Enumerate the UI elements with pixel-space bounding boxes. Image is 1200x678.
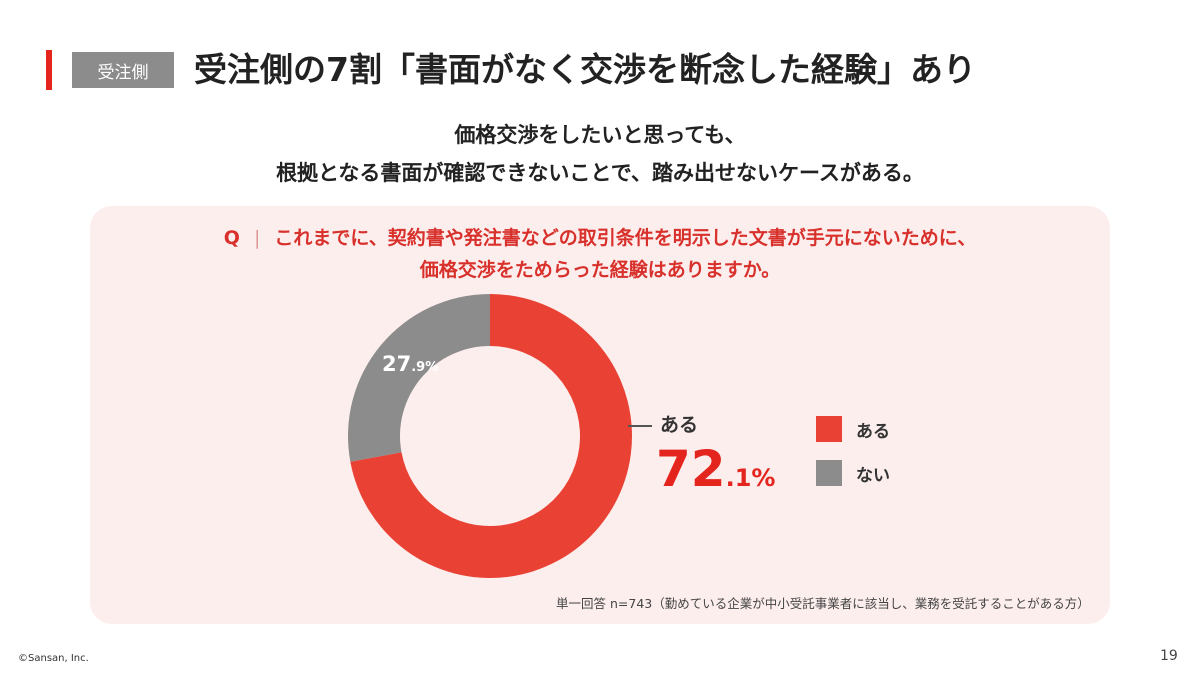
- side-tag: 受注側: [72, 52, 174, 88]
- subtitle-line-2: 根拠となる書面が確認できないことで、踏み出せないケースがある。: [276, 161, 924, 185]
- question-text-1: これまでに、契約書や発注書などの取引条件を明示した文書が手元にないために、: [274, 227, 977, 249]
- legend-label-yes: ある: [856, 421, 890, 442]
- page-title: 受注側の7割「書面がなく交渉を断念した経験」あり: [194, 50, 976, 89]
- callout-category: ある: [660, 414, 699, 436]
- question-line-1: Q | これまでに、契約書や発注書などの取引条件を明示した文書が手元にないために、: [0, 222, 1200, 254]
- legend-item-no: ない: [816, 458, 890, 488]
- legend-swatch-no: [816, 460, 842, 486]
- donut-slice-no: [348, 294, 490, 462]
- copyright: ©Sansan, Inc.: [18, 653, 89, 664]
- main-pct-decimal: .1%: [725, 464, 776, 492]
- legend-label-no: ない: [856, 465, 890, 486]
- sample-note: 単一回答 n=743（勤めている企業が中小受託事業者に該当し、業務を受託すること…: [556, 596, 1090, 611]
- minor-pct-decimal: .9%: [411, 360, 439, 375]
- callout-value: 72.1%: [656, 440, 775, 498]
- chart-legend: ある ない: [816, 414, 890, 502]
- survey-question: Q | これまでに、契約書や発注書などの取引条件を明示した文書が手元にないために、 …: [0, 222, 1200, 286]
- donut-chart: [348, 294, 632, 578]
- subtitle: 価格交渉をしたいと思っても、 根拠となる書面が確認できないことで、踏み出せないケ…: [0, 116, 1200, 192]
- donut-slice-yes: [350, 294, 632, 578]
- subtitle-line-1: 価格交渉をしたいと思っても、: [454, 123, 746, 147]
- legend-item-yes: ある: [816, 414, 890, 444]
- question-separator: |: [253, 227, 261, 249]
- minor-pct-integer: 27: [382, 352, 412, 376]
- page-number: 19: [1160, 648, 1178, 664]
- title-accent-bar: [46, 50, 52, 90]
- legend-swatch-yes: [816, 416, 842, 442]
- minor-slice-label: 27.9%: [382, 352, 438, 376]
- question-mark: Q: [223, 227, 240, 249]
- question-line-2: 価格交渉をためらった経験はありますか。: [419, 259, 781, 281]
- callout-leader-line: [628, 425, 652, 427]
- main-pct-integer: 72: [656, 440, 726, 498]
